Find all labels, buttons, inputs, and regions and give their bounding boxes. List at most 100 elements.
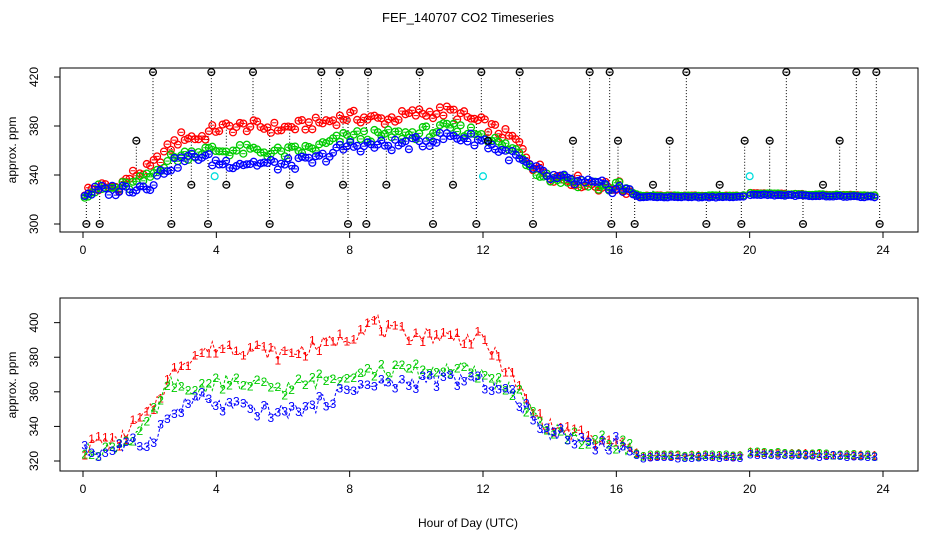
series-2-point-label: 2: [164, 379, 171, 393]
series-2-point-label: 2: [150, 401, 157, 415]
y-tick-label: 340: [27, 165, 41, 185]
outlier-point: [477, 68, 486, 77]
outlier-point: [343, 219, 353, 229]
series-1-point-label: 1: [392, 318, 399, 332]
series-1-point-label: 1: [851, 449, 858, 463]
series-3-point-label: 3: [523, 396, 530, 410]
series-1-point-label: 1: [730, 450, 737, 464]
series-3-point-label: 3: [323, 400, 330, 414]
series-3-point-label: 3: [268, 411, 275, 425]
series-3-point: [311, 152, 320, 161]
series-2-point-label: 2: [481, 368, 488, 382]
series-2-point-label: 2: [399, 358, 406, 372]
outlier-point: [483, 136, 493, 145]
series-3-point-label: 3: [809, 448, 816, 462]
outlier-point: [515, 68, 524, 77]
panel-top-y-axis: 300 340 380 420: [27, 67, 60, 234]
series-3-point-label: 3: [509, 382, 516, 396]
series-3-point-label: 3: [109, 444, 116, 458]
panel-bottom-y-axis: 320 340 360 380 400: [27, 312, 60, 471]
series-1-point-label: 1: [844, 448, 851, 462]
series-3-point: [404, 145, 413, 154]
series-1-point-label: 1: [481, 333, 488, 347]
series-1-point: [146, 161, 155, 170]
series-3-point-label: 3: [716, 451, 723, 465]
series-2-point-label: 2: [802, 447, 809, 461]
series-2-point: [239, 149, 248, 158]
series-2-point: [128, 177, 138, 186]
series-1-point-label: 1: [261, 339, 268, 353]
series-3-point: [504, 156, 513, 165]
series-1-point-label: 1: [192, 349, 199, 363]
series-1-point-label: 1: [823, 448, 830, 462]
series-3-point-label: 3: [640, 451, 647, 465]
series-1-point: [349, 106, 358, 115]
series-2-point: [608, 184, 617, 193]
series-1-point-label: 1: [130, 413, 137, 427]
series-3-point-label: 3: [544, 421, 551, 435]
series-3-point-label: 3: [606, 444, 613, 458]
outlier-point: [737, 219, 746, 229]
series-3-point-label: 3: [247, 402, 254, 416]
series-1-point-label: 1: [613, 435, 620, 449]
series-3-point-label: 3: [295, 405, 302, 419]
x-tick-label: 0: [80, 243, 87, 257]
series-3-point-label: 3: [199, 386, 206, 400]
outlier-point: [715, 180, 724, 189]
series-2-point-label: 2: [137, 424, 144, 438]
series-3-point: [308, 158, 317, 167]
series-3-point-label: 3: [723, 450, 730, 464]
series-3-point-label: 3: [816, 450, 823, 464]
series-3-point-label: 3: [571, 438, 578, 452]
series-2-point-label: 2: [233, 371, 240, 385]
series-2-point-label: 2: [702, 448, 709, 462]
series-3-point-label: 3: [309, 398, 316, 412]
series-2-point-label: 2: [88, 448, 95, 462]
x-tick-label: 16: [610, 243, 624, 257]
series-1-point-label: 1: [475, 325, 482, 339]
series-1-point: [249, 116, 258, 125]
series-1-point-label: 1: [399, 320, 406, 334]
outlier-point: [338, 180, 348, 189]
series-3-point-label: 3: [788, 449, 795, 463]
series-3-point-label: 3: [709, 450, 716, 464]
series-3-point-label: 3: [857, 450, 864, 464]
series-3-point-label: 3: [761, 448, 768, 462]
series-3-point-label: 3: [254, 410, 261, 424]
series-3-point-label: 3: [212, 399, 219, 413]
series-3-point-label: 3: [392, 381, 399, 395]
series-3-point: [408, 134, 417, 143]
y-tick-label: 400: [27, 312, 41, 332]
series-3-point: [122, 182, 131, 191]
series-1-point-label: 1: [247, 341, 254, 355]
series-2-point-label: 2: [254, 373, 261, 387]
series-3-point-label: 3: [371, 380, 378, 394]
series-3-point-label: 3: [468, 370, 475, 384]
series-1-point-label: 1: [695, 449, 702, 463]
series-2-point-label: 2: [343, 372, 350, 386]
series-1-point: [211, 127, 220, 136]
series-3-point-label: 3: [737, 451, 744, 465]
panel-top-x-axis: 0 4 8 12 16 20 24: [80, 232, 890, 257]
series-3-point-label: 3: [178, 406, 185, 420]
series-3-point-label: 3: [830, 449, 837, 463]
series-1-point-label: 1: [123, 433, 130, 447]
series-1-point-label: 1: [219, 342, 226, 356]
series-3-point-label: 3: [782, 448, 789, 462]
series-3-point-label: 3: [378, 372, 385, 386]
series-2-point-label: 2: [592, 433, 599, 447]
series-3-line: [84, 369, 744, 459]
series-2-point-label: 2: [475, 372, 482, 386]
series-1-point-label: 1: [378, 324, 385, 338]
series-2-point-label: 2: [240, 379, 247, 393]
series-3-point-label: 3: [675, 451, 682, 465]
series-2-line: [750, 451, 875, 457]
panel-top-marks: [80, 68, 884, 229]
outlier-point: [607, 219, 616, 229]
series-3-point-label: 3: [412, 382, 419, 396]
series-1-point-label: 1: [419, 335, 426, 349]
series-2-point-label: 2: [782, 447, 789, 461]
series-3-point: [563, 173, 572, 182]
series-3-point-label: 3: [102, 446, 109, 460]
